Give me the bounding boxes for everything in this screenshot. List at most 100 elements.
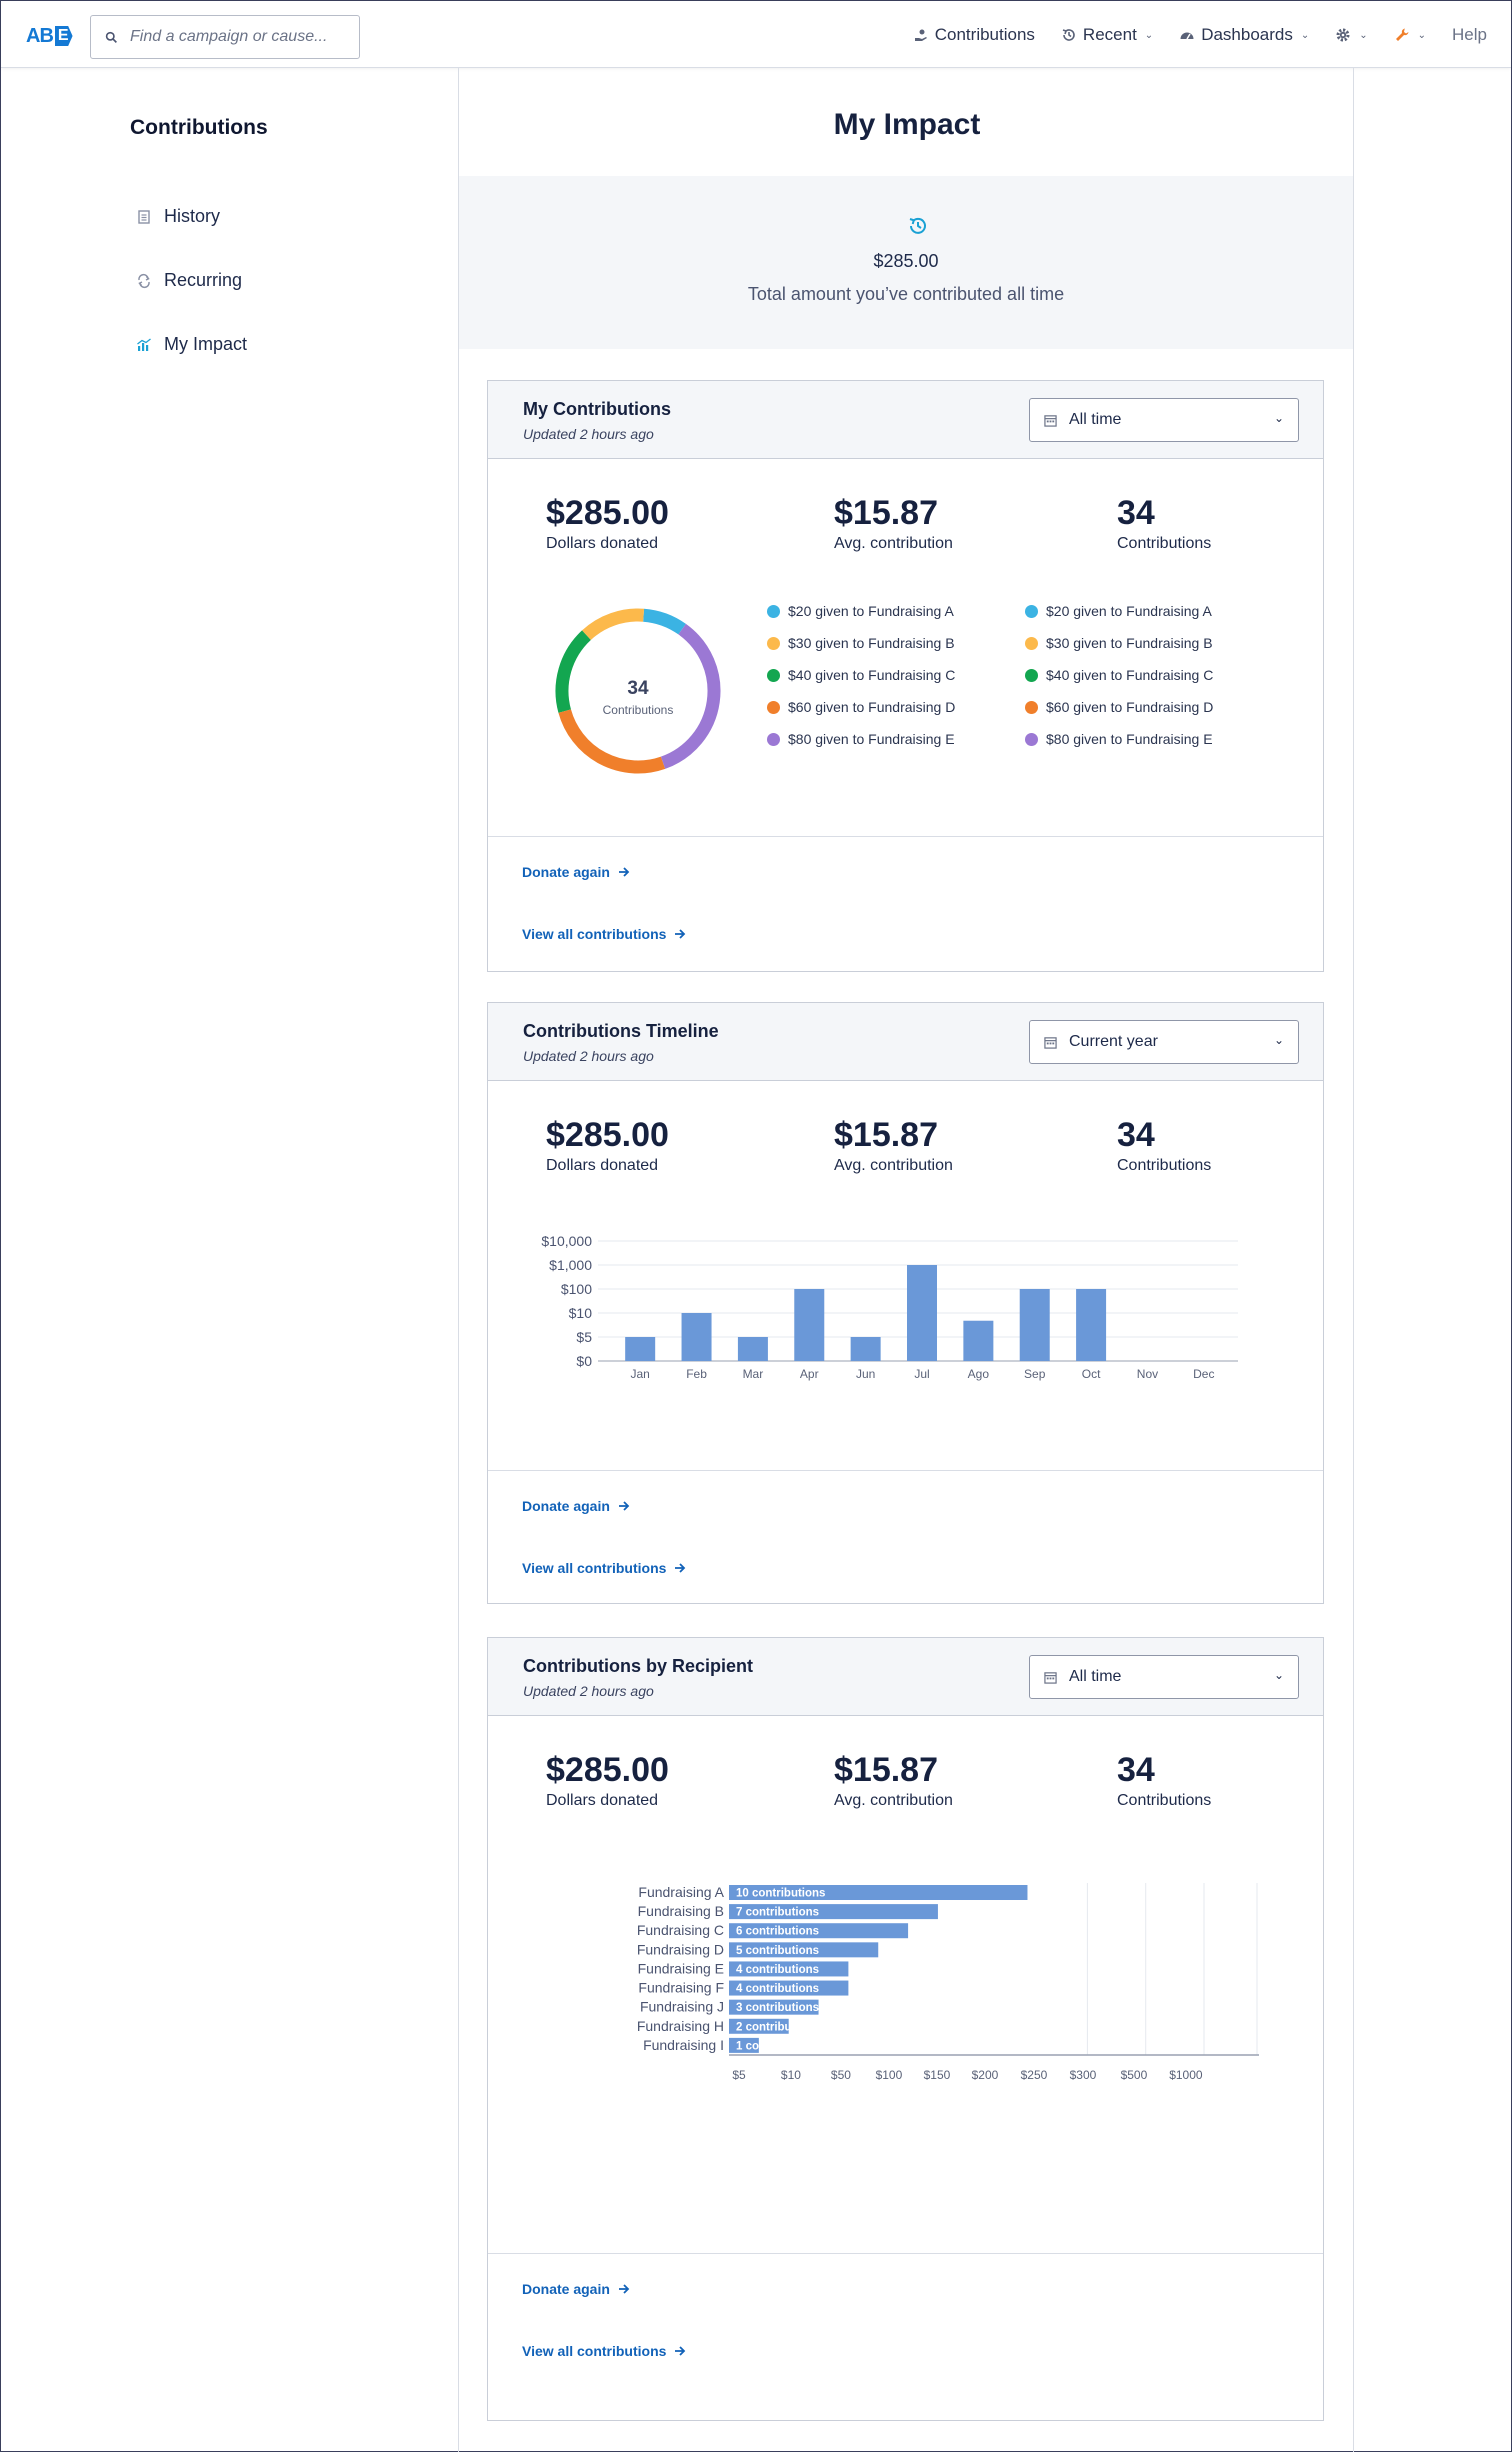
recipient-bar-fundraising-h[interactable]: [729, 2018, 789, 2034]
stat-value: 34: [1117, 1116, 1155, 1154]
legend-item: $30 given to Fundraising B: [767, 627, 955, 659]
legend-col-1: $20 given to Fundraising A $30 given to …: [767, 595, 955, 755]
donut-slice-fundraising-d[interactable]: [558, 709, 666, 774]
stat-value: $15.87: [834, 1116, 938, 1154]
contributions-timeline-card: Contributions Timeline Updated 2 hours a…: [487, 1002, 1324, 1604]
legend-label: $80 given to Fundraising E: [788, 731, 955, 747]
donut-slice-fundraising-c[interactable]: [555, 630, 591, 713]
card-header: Contributions Timeline Updated 2 hours a…: [488, 1003, 1323, 1081]
arrow-right-icon: [618, 2284, 630, 2294]
stat-dollars: $285.00 Dollars donated: [546, 1115, 669, 1175]
donut-slice-fundraising-b[interactable]: [582, 608, 645, 641]
legend-dot: [767, 636, 780, 650]
category-label: Fundraising D: [637, 1941, 724, 1957]
recipient-bar-fundraising-a[interactable]: [729, 1885, 1028, 1900]
sidebar-item-history[interactable]: History: [136, 206, 220, 227]
donate-again-link[interactable]: Donate again: [522, 2281, 630, 2297]
legend-item: $80 given to Fundraising E: [767, 723, 955, 755]
legend-label: $60 given to Fundraising D: [1046, 699, 1214, 715]
recipient-bar-fundraising-d[interactable]: [729, 1942, 879, 1958]
sidebar-item-recurring[interactable]: Recurring: [136, 270, 242, 291]
card-updated: Updated 2 hours ago: [523, 426, 654, 442]
x-tick-label: Jun: [856, 1367, 875, 1381]
stat-value: $285.00: [546, 494, 669, 532]
timeline-bar-jun[interactable]: [850, 1337, 881, 1361]
link-label: View all contributions: [522, 2343, 667, 2359]
recipient-bar-fundraising-b[interactable]: [729, 1904, 938, 1920]
date-range-select[interactable]: All time ⌄: [1029, 398, 1299, 442]
legend-dot: [1025, 636, 1038, 650]
nav-tools[interactable]: ⌄: [1394, 27, 1426, 43]
nav-settings[interactable]: ⌄: [1335, 27, 1368, 43]
view-all-link[interactable]: View all contributions: [522, 926, 686, 942]
legend-dot: [1025, 700, 1038, 714]
recipient-bar-fundraising-f[interactable]: [729, 1980, 849, 1996]
stat-dollars: $285.00 Dollars donated: [546, 493, 669, 553]
history-icon: [1062, 29, 1075, 41]
sidebar-item-my-impact[interactable]: My Impact: [136, 334, 247, 355]
legend-label: $20 given to Fundraising A: [788, 603, 954, 619]
card-title: Contributions by Recipient: [523, 1656, 754, 1676]
donut-slice-fundraising-a[interactable]: [642, 608, 686, 635]
impact-summary: $285.00 Total amount you’ve contributed …: [459, 176, 1353, 349]
legend-item: $40 given to Fundraising C: [767, 659, 955, 691]
recipient-bar-fundraising-j[interactable]: [729, 1999, 819, 2015]
donut-slice-fundraising-e[interactable]: [660, 623, 721, 769]
x-tick-label: $200: [972, 2068, 999, 2082]
card-footer: Donate again View all contributions: [488, 1470, 1323, 1603]
category-label: Fundraising F: [638, 1980, 724, 1996]
x-tick-label: Jan: [631, 1367, 650, 1381]
total-label: Total amount you’ve contributed all time: [747, 284, 1065, 304]
recipient-bar-fundraising-i[interactable]: [729, 2037, 759, 2053]
nav-contributions[interactable]: Contributions: [913, 25, 1035, 45]
legend-label: $20 given to Fundraising A: [1046, 603, 1212, 619]
arrow-right-icon: [618, 867, 630, 877]
legend-label: $80 given to Fundraising E: [1046, 731, 1213, 747]
legend-dot: [1025, 668, 1038, 682]
date-range-select[interactable]: Current year ⌄: [1029, 1020, 1299, 1064]
stat-count: 34 Contributions: [1117, 1115, 1211, 1175]
calendar-icon: [1044, 1036, 1057, 1049]
search-box[interactable]: [90, 15, 360, 59]
card-updated: Updated 2 hours ago: [523, 1048, 654, 1064]
nav-recent[interactable]: Recent ⌄: [1061, 25, 1153, 45]
y-tick-label: $0: [576, 1353, 592, 1369]
nav-help[interactable]: Help: [1452, 25, 1487, 44]
timeline-bar-apr[interactable]: [794, 1289, 825, 1361]
sidebar-title: Contributions: [130, 116, 268, 139]
bar-data-label: 4 contributions: [736, 1964, 819, 1976]
donut-center-value: 34: [627, 678, 649, 699]
stat-label: Dollars donated: [546, 535, 659, 552]
logo[interactable]: AB E: [26, 25, 73, 47]
legend-label: $30 given to Fundraising B: [788, 635, 955, 651]
timeline-bar-sep[interactable]: [1019, 1289, 1050, 1361]
x-tick-label: $10: [781, 2068, 801, 2082]
sidebar-item-label: Recurring: [164, 270, 243, 290]
timeline-bar-mar[interactable]: [737, 1337, 768, 1361]
view-all-link[interactable]: View all contributions: [522, 2343, 686, 2359]
recipient-bar-fundraising-c[interactable]: [729, 1923, 909, 1939]
sidebar-item-label: My Impact: [164, 334, 248, 354]
recipient-bar-fundraising-e[interactable]: [729, 1961, 849, 1977]
legend-item: $80 given to Fundraising E: [1025, 723, 1213, 755]
calendar-icon: [1044, 1671, 1057, 1684]
x-tick-label: $500: [1121, 2068, 1148, 2082]
donate-again-link[interactable]: Donate again: [522, 864, 630, 880]
date-range-value: Current year: [1069, 1033, 1158, 1050]
view-all-link[interactable]: View all contributions: [522, 1560, 686, 1576]
legend-item: $30 given to Fundraising B: [1025, 627, 1213, 659]
timeline-bar-jan[interactable]: [625, 1337, 656, 1361]
date-range-select[interactable]: All time ⌄: [1029, 1655, 1299, 1699]
nav-dashboards[interactable]: Dashboards ⌄: [1179, 25, 1309, 45]
x-tick-label: $1000: [1169, 2068, 1203, 2082]
legend-dot: [767, 700, 780, 714]
stat-count: 34 Contributions: [1117, 1750, 1211, 1810]
donate-again-link[interactable]: Donate again: [522, 1498, 630, 1514]
timeline-bar-feb[interactable]: [681, 1313, 712, 1361]
timeline-bar-ago[interactable]: [963, 1320, 994, 1361]
timeline-bar-jul[interactable]: [907, 1265, 937, 1361]
chevron-down-icon: ⌄: [1359, 29, 1368, 41]
legend-dot: [767, 604, 780, 618]
timeline-bar-oct[interactable]: [1076, 1289, 1107, 1361]
search-input[interactable]: [130, 28, 350, 46]
